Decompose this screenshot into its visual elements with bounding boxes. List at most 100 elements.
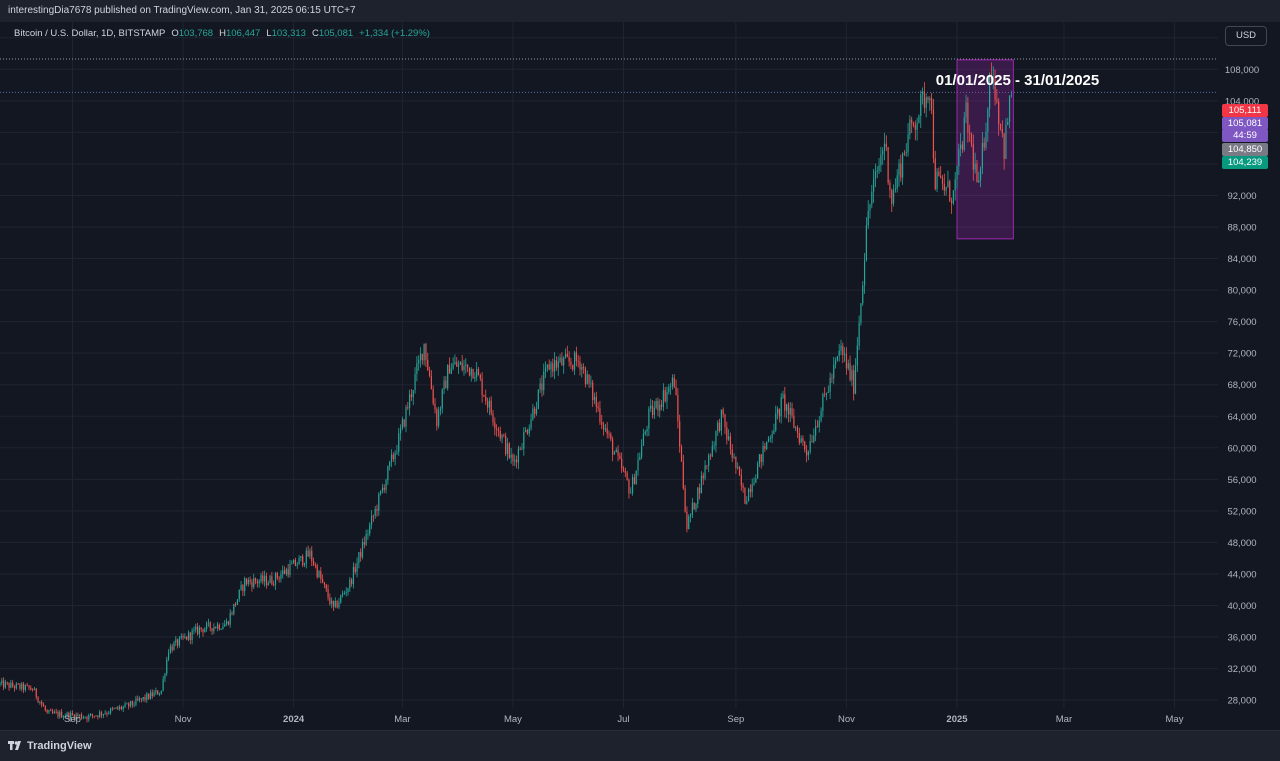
candle-body: [514, 459, 516, 462]
candle-body: [619, 455, 621, 459]
candle-body: [80, 714, 83, 719]
candle-body: [119, 706, 121, 709]
time-tick-label: Sep: [64, 714, 81, 725]
symbol-name: Bitcoin / U.S. Dollar, 1D, BITSTAMP: [14, 28, 166, 39]
candle-body: [711, 445, 713, 457]
price-tick-label: 76,000: [1227, 317, 1256, 328]
candle-body: [3, 680, 5, 688]
candle-body: [744, 487, 746, 504]
candle-body: [249, 579, 251, 582]
candle-body: [8, 682, 10, 688]
candle-body: [506, 443, 509, 454]
candle-body: [131, 701, 133, 705]
candle-body: [523, 432, 525, 449]
currency-button[interactable]: USD: [1225, 26, 1267, 46]
candle-body: [258, 581, 260, 584]
candle-body: [666, 391, 668, 402]
candle-body: [91, 714, 94, 716]
candle-body: [84, 717, 86, 719]
low-label: L: [266, 28, 272, 39]
candle-body: [501, 435, 503, 439]
candle-body: [664, 390, 666, 402]
chart-area[interactable]: 112,000108,000104,000100,00096,00092,000…: [0, 22, 1280, 730]
candle-body: [693, 502, 695, 510]
candle-body: [949, 181, 951, 201]
candle-body: [753, 482, 755, 485]
candle-body: [312, 560, 315, 566]
candle-body: [153, 692, 155, 697]
time-tick-label: Jul: [617, 714, 629, 725]
candle-body: [331, 600, 333, 605]
price-tick-label: 108,000: [1225, 65, 1259, 76]
candle-body: [298, 558, 300, 565]
candle-body: [648, 408, 650, 429]
candle-body: [700, 475, 703, 494]
candle-body: [282, 570, 284, 575]
candlestick-chart[interactable]: 112,000108,000104,000100,00096,00092,000…: [0, 22, 1280, 730]
candle-body: [13, 686, 16, 689]
candle-body: [925, 97, 927, 108]
candle-body: [318, 571, 320, 578]
candle-body: [548, 364, 550, 370]
candle-body: [323, 582, 326, 585]
grid: [0, 22, 1218, 708]
candle-body: [738, 466, 741, 475]
candle-body: [1, 680, 3, 684]
candle-body: [958, 148, 960, 166]
candle-body: [224, 624, 226, 627]
candle-body: [880, 154, 882, 166]
candle-body: [398, 433, 400, 452]
candle-body: [677, 394, 679, 422]
candle-body: [396, 451, 398, 454]
candle-body: [950, 200, 953, 204]
candle-body: [416, 363, 418, 374]
candle-body: [526, 430, 529, 434]
time-axis[interactable]: Sep Nov 2024 Mar May Jul Sep Nov 2025 Mar May: [64, 714, 1184, 725]
candle-body: [21, 683, 23, 689]
price-tick-label: 72,000: [1227, 349, 1256, 360]
candle-body: [380, 490, 382, 494]
candle-body: [885, 143, 887, 148]
candle-body: [793, 415, 795, 428]
candle-body: [746, 501, 748, 504]
price-tick-label: 44,000: [1227, 569, 1256, 580]
candle-body: [273, 584, 275, 586]
candle-body: [916, 123, 918, 130]
candle-body: [494, 422, 496, 429]
candle-body: [583, 367, 585, 369]
candle-body: [593, 396, 596, 400]
candle-body: [332, 600, 335, 607]
candle-body: [992, 78, 994, 80]
candle-body: [180, 636, 182, 638]
candle-body: [544, 367, 547, 372]
candle-body: [59, 711, 61, 717]
candle-body: [775, 413, 777, 431]
candle-body: [755, 478, 757, 483]
candle-body: [452, 363, 454, 369]
open-label: O: [171, 28, 179, 39]
candle-body: [660, 404, 663, 407]
candle-body: [441, 389, 443, 409]
candle-body: [196, 626, 199, 635]
candle-body: [717, 422, 719, 432]
candle-body: [662, 390, 664, 407]
candle-body: [871, 191, 873, 205]
candle-body: [182, 636, 184, 638]
price-tick-label: 40,000: [1227, 601, 1256, 612]
candle-body: [42, 704, 45, 707]
candle-body: [178, 637, 181, 646]
candle-body: [187, 632, 190, 640]
candle-body: [505, 436, 507, 454]
candle-body: [213, 627, 215, 632]
candle-body: [51, 710, 54, 713]
candle-body: [932, 109, 935, 159]
candle-body: [144, 697, 146, 700]
candle-body: [764, 446, 766, 449]
candle-body: [104, 713, 106, 715]
candle-body: [93, 715, 95, 717]
candle-body: [245, 578, 248, 585]
candle-body: [650, 405, 652, 409]
candle-body: [75, 714, 77, 720]
candle-body: [329, 597, 331, 605]
candle-body: [863, 260, 866, 286]
